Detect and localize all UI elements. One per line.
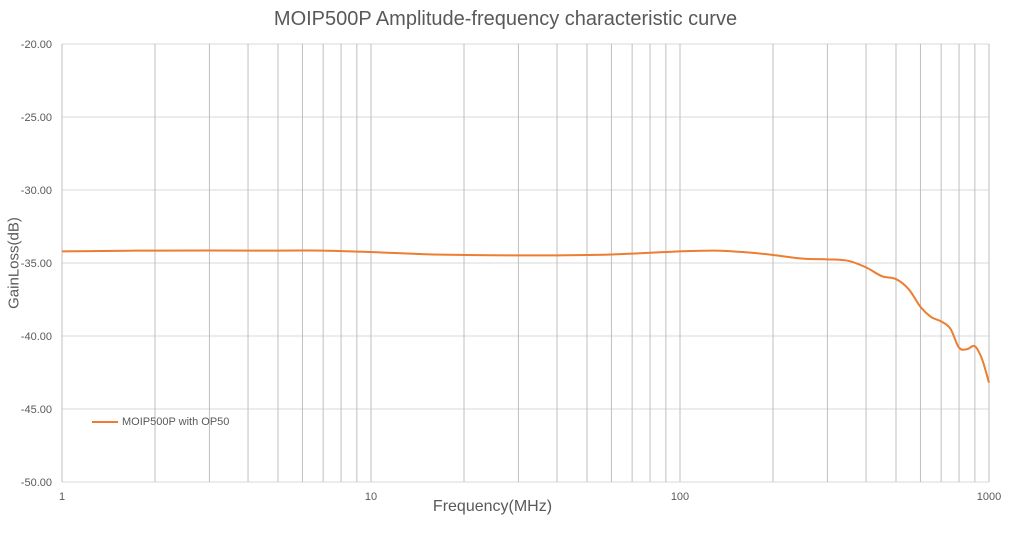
series (61, 249, 990, 384)
x-axis-ticks: 1 10 100 1000 (59, 491, 1001, 503)
legend-label: MOIP500P with OP50 (122, 416, 230, 428)
y-axis-label: GainLoss(dB) (5, 217, 23, 309)
y-tick-label: -35.00 (21, 258, 52, 270)
y-tick-label: -25.00 (21, 112, 52, 124)
chart-title: MOIP500P Amplitude-frequency characteris… (273, 8, 738, 30)
x-tick-label: 1000 (977, 491, 1001, 503)
x-axis-label: Frequency(MHz) (432, 498, 553, 515)
x-tick-label: 1 (59, 491, 65, 503)
y-tick-label: -30.00 (21, 185, 52, 197)
y-tick-label: -40.00 (21, 331, 52, 343)
y-tick-label: -50.00 (21, 477, 52, 489)
y-tick-label: -20.00 (21, 39, 52, 51)
legend: MOIP500P with OP50 (92, 416, 229, 428)
grid (61, 43, 990, 483)
x-tick-label: 100 (671, 491, 689, 503)
y-axis-ticks: -20.00 -25.00 -30.00 -35.00 -40.00 -45.00 -50.… (21, 39, 52, 489)
y-tick-label: -45.00 (21, 404, 52, 416)
legend-swatch (92, 421, 118, 423)
series-line (61, 249, 990, 384)
x-tick-label: 10 (365, 491, 377, 503)
